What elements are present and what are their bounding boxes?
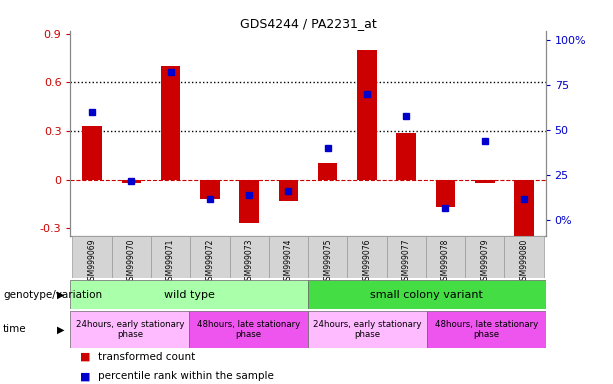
Text: GSM999070: GSM999070 [127,238,136,285]
Text: GSM999075: GSM999075 [323,238,332,285]
Text: percentile rank within the sample: percentile rank within the sample [98,371,274,381]
Text: transformed count: transformed count [98,352,196,362]
Text: GSM999079: GSM999079 [480,238,489,285]
Bar [190,236,229,278]
Text: genotype/variation: genotype/variation [3,290,102,300]
Text: small colony variant: small colony variant [370,290,483,300]
Text: GSM999071: GSM999071 [166,238,175,285]
Text: GSM999072: GSM999072 [205,238,215,285]
Bar [436,180,455,207]
Bar [70,311,189,348]
Bar [161,66,180,180]
Bar [200,180,219,199]
Text: GSM999074: GSM999074 [284,238,293,285]
Text: 48hours, late stationary
phase: 48hours, late stationary phase [197,319,300,339]
Text: GSM999069: GSM999069 [88,238,97,285]
Bar [465,236,504,278]
Text: GSM999078: GSM999078 [441,238,450,285]
Text: 24hours, early stationary
phase: 24hours, early stationary phase [313,319,422,339]
Text: wild type: wild type [164,290,215,300]
Bar [426,236,465,278]
Bar [229,236,268,278]
Bar [397,132,416,180]
Text: ▶: ▶ [57,324,64,334]
Bar [348,236,387,278]
Text: ■: ■ [80,371,90,381]
Bar [112,236,151,278]
Bar [514,180,534,236]
Bar [278,180,298,200]
Bar [239,180,259,223]
Text: 24hours, early stationary
phase: 24hours, early stationary phase [75,319,184,339]
Bar [82,126,102,180]
Text: GSM999077: GSM999077 [402,238,411,285]
Bar [121,180,141,183]
Title: GDS4244 / PA2231_at: GDS4244 / PA2231_at [240,17,376,30]
Text: GSM999073: GSM999073 [245,238,254,285]
Bar [357,50,377,180]
Bar [504,236,544,278]
Bar [70,280,308,309]
Bar [475,180,495,183]
Bar [308,311,427,348]
Bar [151,236,190,278]
Text: GSM999080: GSM999080 [519,238,528,285]
Bar [308,280,546,309]
Bar [189,311,308,348]
Text: 48hours, late stationary
phase: 48hours, late stationary phase [435,319,538,339]
Bar [308,236,348,278]
Bar [72,236,112,278]
Bar [268,236,308,278]
Text: ■: ■ [80,352,90,362]
Bar [387,236,426,278]
Text: time: time [3,324,27,334]
Text: ▶: ▶ [57,290,64,300]
Bar [427,311,546,348]
Text: GSM999076: GSM999076 [362,238,371,285]
Bar [318,163,338,180]
